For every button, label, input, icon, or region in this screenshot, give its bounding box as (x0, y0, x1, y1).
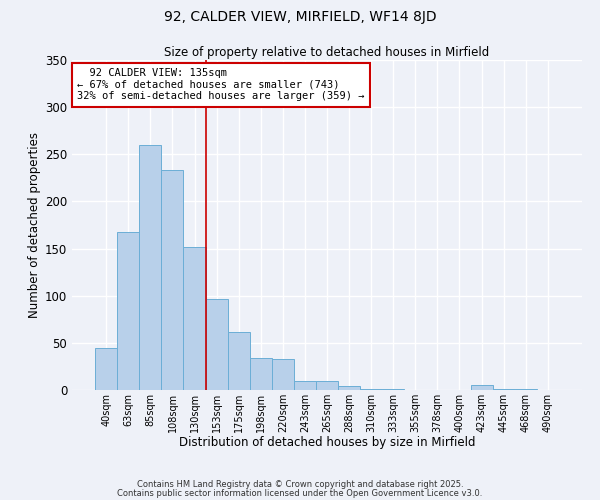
Text: Contains HM Land Registry data © Crown copyright and database right 2025.: Contains HM Land Registry data © Crown c… (137, 480, 463, 489)
Y-axis label: Number of detached properties: Number of detached properties (28, 132, 41, 318)
Title: Size of property relative to detached houses in Mirfield: Size of property relative to detached ho… (164, 46, 490, 59)
Text: Contains public sector information licensed under the Open Government Licence v3: Contains public sector information licen… (118, 489, 482, 498)
Bar (338, 386, 360, 390)
Bar (294, 380, 316, 390)
Text: 92 CALDER VIEW: 135sqm
← 67% of detached houses are smaller (743)
32% of semi-de: 92 CALDER VIEW: 135sqm ← 67% of detached… (77, 68, 365, 102)
Bar (360, 389, 382, 390)
Bar (95, 348, 117, 390)
Text: 92, CALDER VIEW, MIRFIELD, WF14 8JD: 92, CALDER VIEW, MIRFIELD, WF14 8JD (164, 10, 436, 24)
Bar (206, 298, 227, 390)
Bar (250, 358, 272, 390)
Bar (184, 246, 206, 390)
Bar (316, 380, 338, 390)
Bar (515, 389, 537, 390)
X-axis label: Distribution of detached houses by size in Mirfield: Distribution of detached houses by size … (179, 436, 475, 450)
Bar (382, 389, 404, 390)
Bar (227, 332, 250, 390)
Bar (470, 386, 493, 390)
Bar (161, 170, 184, 390)
Bar (139, 145, 161, 390)
Bar (272, 359, 294, 390)
Bar (493, 389, 515, 390)
Bar (117, 232, 139, 390)
